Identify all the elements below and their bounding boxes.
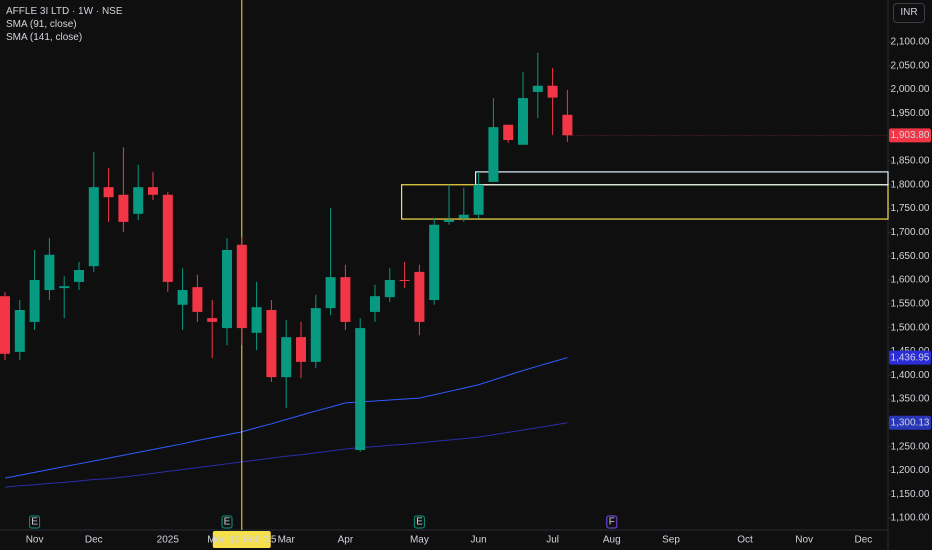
y-tick-label: 1,700.00: [891, 227, 930, 238]
candle-body: [296, 337, 306, 362]
y-tick-label: 1,400.00: [891, 370, 930, 381]
candle-body: [532, 85, 543, 92]
event-marker: [29, 515, 41, 529]
legend-entry: SMA (141, close): [6, 32, 83, 43]
candle-body: [251, 307, 262, 333]
x-tick-label: Dec: [855, 535, 873, 546]
x-tick-label: Mar: [278, 535, 296, 546]
y-tick-label: 1,800.00: [891, 179, 930, 190]
candle-body: [59, 286, 70, 289]
zone: [475, 171, 889, 186]
crosshair-label: Mon 10 Feb '25: [207, 535, 277, 546]
legend: AFFLE 3I LTD · 1W · NSE SMA (91, close) …: [6, 5, 123, 44]
x-tick-label: Nov: [795, 535, 813, 546]
candle-body: [384, 280, 395, 298]
x-tick-label: Sep: [662, 535, 680, 546]
y-tick-label: 1,850.00: [891, 156, 930, 167]
x-tick-label: Nov: [26, 535, 44, 546]
price-tag-label: 1,903.80: [891, 130, 930, 141]
candle-body: [118, 194, 129, 222]
candle-body: [44, 254, 55, 290]
y-tick-label: 1,250.00: [891, 441, 930, 452]
candle-body: [29, 280, 40, 322]
candle-body: [399, 280, 410, 281]
candle-body: [325, 277, 336, 309]
candle-body: [0, 296, 10, 354]
x-tick-label: Dec: [85, 535, 103, 546]
y-tick-label: 1,200.00: [891, 465, 930, 476]
y-tick-label: 1,550.00: [891, 298, 930, 309]
event-marker: [221, 515, 233, 529]
event-marker: [606, 515, 618, 529]
y-tick-label: 1,650.00: [891, 251, 930, 262]
event-label: E: [416, 517, 423, 528]
candle-body: [429, 224, 440, 300]
candle-body: [488, 127, 499, 182]
candle-body: [355, 328, 366, 450]
x-tick-label: 2025: [157, 535, 180, 546]
candle-body: [207, 318, 218, 322]
y-tick-label: 1,350.00: [891, 394, 930, 405]
price-tag: [889, 128, 931, 143]
y-tick-label: 1,500.00: [891, 322, 930, 333]
candle-body: [222, 250, 232, 329]
candle-body: [310, 308, 321, 362]
event-label: E: [31, 517, 38, 528]
price-tag-label: 1,300.13: [891, 417, 930, 428]
y-tick-label: 1,950.00: [891, 108, 930, 119]
currency-button[interactable]: INR: [893, 3, 925, 23]
candle-body: [14, 310, 25, 352]
x-tick-label: Jul: [546, 535, 559, 546]
sma-line: [4, 422, 568, 488]
candle-body: [281, 337, 292, 378]
candle-body: [444, 220, 454, 222]
event-marker: [413, 515, 425, 529]
x-tick-label: Jun: [471, 535, 487, 546]
candle-body: [74, 270, 84, 282]
candle-body: [458, 214, 469, 219]
candle-body: [103, 187, 114, 198]
symbol: AFFLE 3I LTD · 1W · NSE: [6, 6, 123, 17]
candle-body: [177, 290, 188, 305]
price-tag-label: 1,436.95: [891, 352, 930, 363]
candle-body: [133, 187, 144, 214]
candle-body: [503, 124, 514, 140]
x-tick-label: Apr: [338, 535, 354, 546]
candle-body: [148, 187, 158, 195]
y-tick-label: 2,100.00: [891, 37, 930, 48]
y-tick-label: 2,050.00: [891, 60, 930, 71]
candle-body: [370, 296, 380, 312]
candle-body: [562, 114, 573, 136]
candle-body: [162, 194, 173, 282]
crosshair-tag: [212, 531, 271, 548]
event-label: F: [609, 517, 615, 528]
price-tag: [889, 415, 931, 430]
candle-body: [236, 244, 247, 329]
candle-body: [547, 85, 558, 98]
candle-body: [340, 277, 351, 322]
candle-body: [88, 187, 99, 267]
y-tick-label: 1,600.00: [891, 275, 930, 286]
y-tick-label: 1,100.00: [891, 513, 930, 524]
sma-line: [4, 357, 568, 479]
candle-body: [414, 271, 425, 322]
candle-body: [266, 310, 277, 378]
event-label: E: [224, 517, 231, 528]
x-tick-label: Oct: [737, 535, 753, 546]
x-tick-label: Aug: [603, 535, 621, 546]
y-tick-label: 2,000.00: [891, 84, 930, 95]
price-tag: [889, 350, 931, 365]
legend-entry: SMA (91, close): [6, 19, 77, 30]
candle-body: [192, 287, 203, 312]
candle-body: [473, 184, 484, 215]
candle-body: [518, 98, 528, 145]
y-tick-label: 1,750.00: [891, 203, 930, 214]
y-tick-label: 1,150.00: [891, 489, 930, 500]
x-tick-label: May: [410, 535, 429, 546]
